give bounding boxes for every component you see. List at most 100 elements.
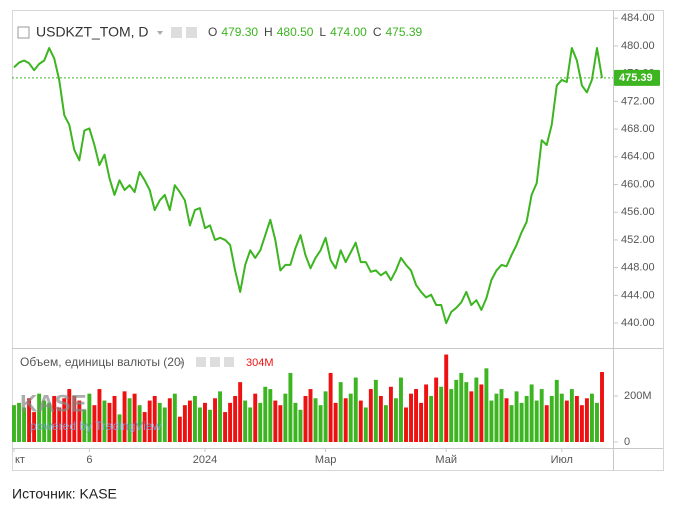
x-tick-label: Май (435, 454, 457, 466)
ohlc-value: 474.00 (330, 25, 367, 39)
volume-bar (378, 395, 383, 442)
volume-title: Объем, единицы валюты (20) (20, 355, 185, 369)
y-tick-label: 448.00 (621, 262, 655, 274)
volume-bar (373, 379, 378, 442)
volume-bar (233, 395, 238, 442)
volume-bar (404, 407, 408, 442)
volume-bar (22, 407, 27, 442)
y-tick-label: 468.00 (621, 123, 655, 135)
volume-bar (429, 395, 434, 442)
volume-bar (167, 398, 172, 442)
volume-bar (338, 382, 343, 442)
watermark-sub: powered by TradingView (30, 419, 162, 433)
volume-bar (47, 402, 52, 442)
dropdown (178, 361, 184, 365)
volume-bar (127, 398, 132, 442)
volume-bar (52, 395, 57, 442)
y-tick-label: 452.00 (621, 234, 655, 246)
volume-bar (82, 409, 87, 442)
volume-bar (539, 389, 544, 442)
y-tick-label: 440.00 (621, 317, 655, 329)
ohlc-value: 479.30 (221, 25, 258, 39)
volume-bar (499, 389, 504, 442)
last-price-tag (614, 69, 660, 86)
volume-bar (213, 398, 217, 442)
symbol-icon[interactable] (17, 26, 30, 39)
volume-bar (489, 400, 494, 442)
volume-bar (57, 407, 62, 442)
volume-bar (197, 407, 202, 442)
ohlc-key: L (319, 25, 326, 39)
volume-bar (192, 395, 197, 442)
volume-bar (293, 402, 298, 442)
volume-bar (132, 393, 137, 442)
volume-bar (595, 402, 599, 442)
volume-bar (112, 395, 117, 442)
volume-bar (228, 402, 233, 442)
x-tick-label: Мар (315, 454, 337, 466)
vol-icon[interactable] (196, 357, 206, 367)
volume-bar (353, 377, 358, 442)
volume-bar (509, 405, 514, 442)
volume-bar (273, 400, 278, 442)
volume-bar (253, 393, 258, 442)
volume-bar (399, 377, 403, 442)
volume-bar (343, 398, 348, 442)
y-tick-label: 484.00 (621, 12, 655, 24)
volume-bar (27, 398, 32, 442)
source: Источник: KASE (12, 486, 117, 502)
ohlc-key: H (264, 25, 273, 39)
volume-bar (147, 400, 152, 442)
volume-bar (333, 402, 338, 442)
volume-bar (424, 384, 429, 442)
volume-last: 304M (246, 357, 274, 369)
close-icon[interactable] (186, 27, 197, 38)
volume-bar (574, 395, 579, 442)
y-tick-label: 480.00 (621, 40, 655, 52)
settings-icon[interactable] (171, 27, 182, 38)
volume-bar (559, 393, 564, 442)
volume-bar (524, 395, 529, 442)
volume-bar (243, 400, 248, 442)
volume-bar (469, 391, 474, 442)
volume-bar (187, 400, 192, 442)
x-tick-label: 6 (86, 454, 92, 466)
volume-bar (348, 393, 353, 442)
volume-bar (569, 389, 574, 442)
volume-bar (37, 393, 42, 442)
volume-bar (62, 398, 67, 442)
volume-bar (278, 405, 283, 442)
vol-icon[interactable] (210, 357, 220, 367)
volume-bar (318, 405, 323, 442)
volume-bar (529, 384, 534, 442)
volume-bar (298, 409, 303, 442)
y-tick-label: 460.00 (621, 178, 655, 190)
volume-bar (323, 391, 328, 442)
volume-bar (117, 414, 122, 442)
volume-bar (177, 416, 182, 442)
vol-icon[interactable] (224, 357, 234, 367)
dropdown (157, 31, 163, 35)
volume-bar (494, 393, 499, 442)
volume-bar (32, 412, 37, 442)
price-line (13, 47, 603, 325)
volume-bar (383, 405, 388, 442)
y-tick-label: 200M (624, 390, 652, 402)
volume-bar (42, 400, 47, 442)
volume-bar (92, 405, 97, 442)
volume-bar (474, 377, 479, 442)
volume-bar (268, 389, 273, 442)
volume-bar (102, 400, 107, 442)
volume-bar (263, 386, 268, 442)
volume-bar (248, 407, 253, 442)
volume-bar (388, 386, 393, 442)
volume-bar (172, 393, 177, 442)
volume-bar (504, 398, 509, 442)
volume-bar (72, 395, 77, 442)
volume-bar (157, 402, 162, 442)
volume-bar (514, 391, 519, 442)
volume-bar (449, 389, 454, 442)
ohlc-key: O (208, 25, 217, 39)
volume-bar (87, 393, 92, 442)
